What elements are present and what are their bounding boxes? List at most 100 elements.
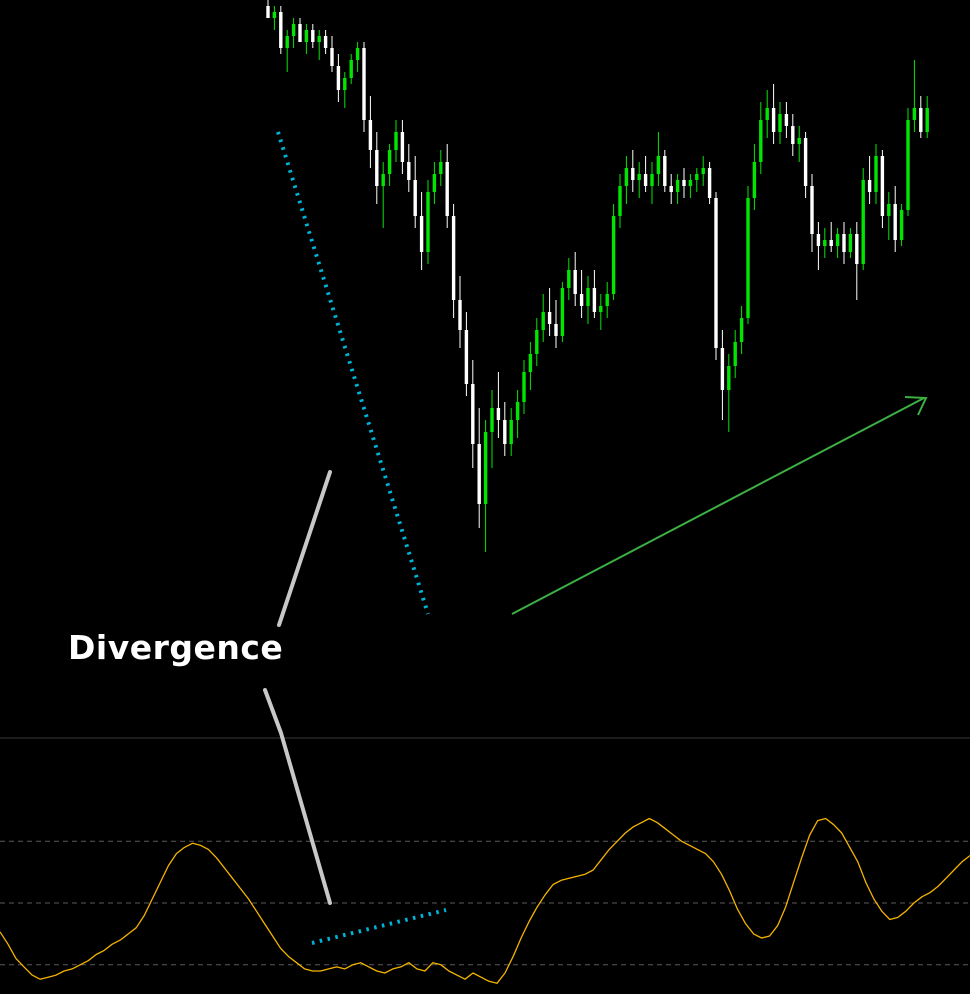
trend-arrow-line (511, 397, 925, 615)
candle-body (381, 174, 385, 186)
candle (842, 222, 846, 264)
candle-body (643, 174, 648, 186)
candle-body (400, 132, 405, 162)
candle-body (464, 330, 469, 384)
candle (413, 156, 417, 228)
candle (528, 342, 533, 390)
candle-body (791, 126, 795, 144)
candle-body (323, 36, 328, 48)
candle (675, 174, 680, 204)
candle (426, 180, 430, 264)
candle-body (784, 114, 789, 126)
candle (330, 36, 334, 72)
candle-body (848, 234, 853, 252)
candle-body (803, 138, 808, 186)
candle (400, 120, 405, 174)
candle (266, 0, 270, 18)
candle (522, 360, 526, 414)
oscillator-levels (0, 840, 970, 966)
candle (381, 162, 385, 228)
candle (771, 84, 776, 144)
candle (477, 408, 481, 528)
candle-body (439, 162, 443, 174)
candle-body (496, 408, 501, 420)
candle (823, 228, 827, 258)
candle (355, 42, 360, 72)
candle (419, 192, 424, 270)
candle (451, 204, 456, 318)
candle-body (701, 168, 705, 174)
candle-body (509, 420, 513, 444)
candle (541, 294, 545, 342)
candle-body (375, 150, 379, 186)
candle-body (707, 168, 712, 198)
pointer-line-to-oscillator (263, 688, 332, 905)
candle-body (336, 66, 341, 90)
candle-body (663, 156, 667, 186)
candle (272, 6, 277, 30)
candle-body (675, 180, 680, 192)
candle (343, 72, 347, 108)
candle (503, 402, 507, 456)
candle-body (720, 348, 725, 390)
candle (739, 306, 744, 354)
candle-body (451, 216, 456, 300)
candle-body (669, 186, 673, 192)
candle (368, 96, 373, 168)
candle-body (727, 366, 731, 390)
candle-body (560, 288, 565, 336)
candle-body (656, 156, 661, 174)
candle-body (272, 12, 277, 18)
candle-body (291, 24, 296, 36)
candle-body (759, 120, 763, 162)
candle-body (419, 216, 424, 252)
candle-body (861, 180, 865, 264)
candle (336, 54, 341, 102)
candle-body (432, 174, 437, 192)
candle-body (893, 204, 897, 240)
candle (925, 96, 929, 138)
candle (803, 132, 808, 198)
candle (496, 372, 501, 438)
candle (663, 150, 667, 192)
candle (791, 114, 795, 156)
candle-body (810, 186, 814, 234)
candle (599, 294, 603, 330)
candle (682, 168, 686, 198)
candle (874, 144, 878, 204)
candle (765, 90, 769, 138)
candle (311, 24, 315, 48)
candle-body (279, 12, 283, 48)
candle-body (368, 120, 373, 150)
candle (855, 222, 859, 300)
candle-body (880, 156, 885, 216)
candle (637, 162, 641, 198)
candle (323, 30, 328, 54)
candle (509, 408, 513, 456)
candle-body (637, 174, 641, 180)
candle (291, 18, 296, 48)
candle (547, 288, 552, 336)
candle (707, 162, 712, 204)
candle-body (503, 420, 507, 444)
candle-body (515, 402, 520, 420)
candle-body (554, 324, 558, 336)
candle (285, 30, 289, 72)
trend-arrow-head (904, 396, 928, 416)
candle-body (304, 30, 309, 42)
candle (631, 150, 635, 192)
candle-body (925, 108, 929, 132)
candle (567, 258, 571, 300)
candle (592, 270, 597, 318)
candle-body (458, 300, 462, 330)
candle (394, 120, 398, 162)
candle-body (778, 114, 782, 132)
candle (688, 174, 693, 198)
candle-body (407, 162, 411, 180)
candle (586, 276, 590, 324)
candle (714, 192, 718, 360)
candle-body (579, 294, 584, 306)
candle (407, 144, 411, 192)
candle-body (445, 162, 449, 216)
candle (893, 186, 897, 252)
